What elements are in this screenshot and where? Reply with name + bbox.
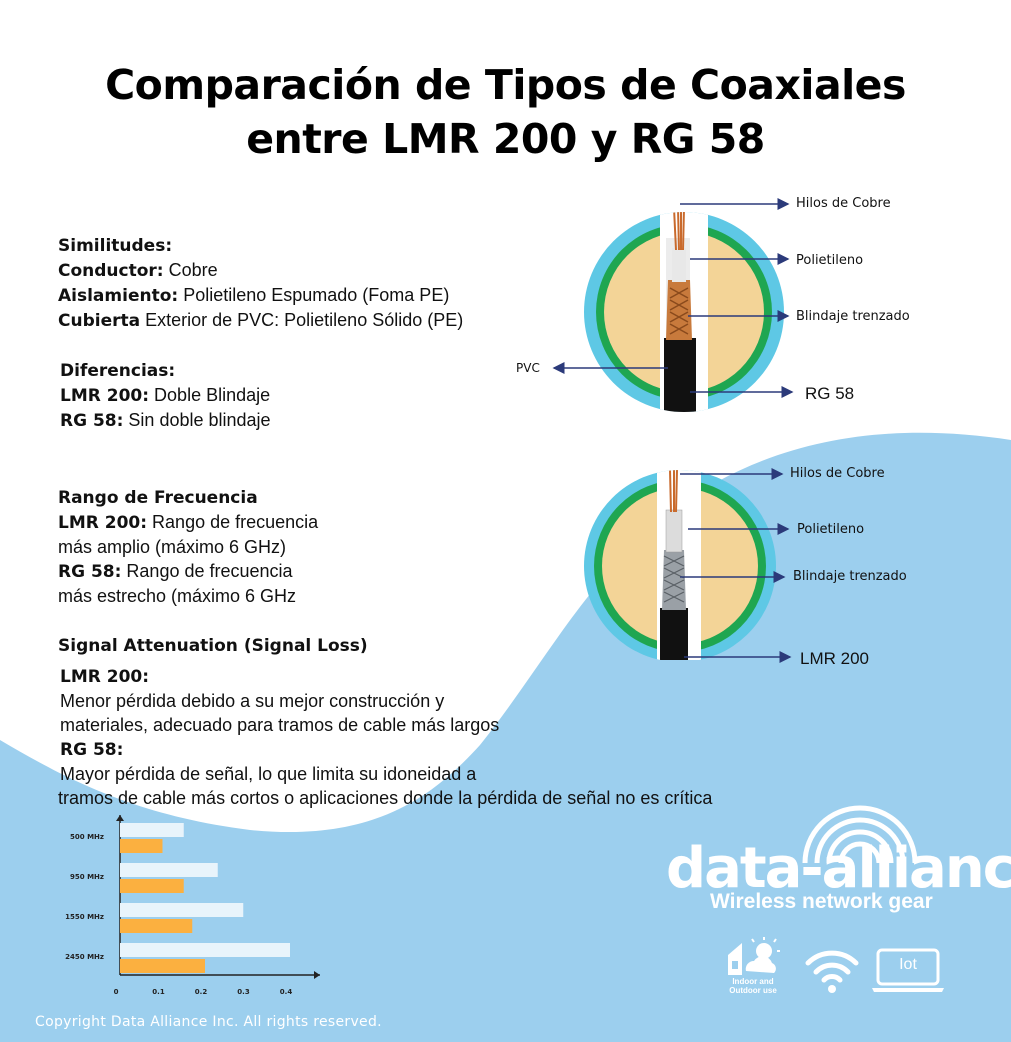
diferencias-section: Diferencias: LMR 200: Doble Blindaje RG … (60, 358, 271, 433)
x-axis-arrow-icon (314, 971, 320, 979)
brand-tagline: Wireless network gear (710, 890, 933, 913)
diferencias-lmr-label: LMR 200: (60, 386, 150, 406)
frecuencia-section: Rango de Frecuencia LMR 200: Rango de fr… (58, 485, 318, 608)
conductor-label: Conductor: (58, 261, 164, 281)
lmr200-hilos-label: Hilos de Cobre (790, 466, 885, 481)
diferencias-rg-label: RG 58: (60, 411, 124, 431)
wifi-signal-logo-icon (802, 805, 918, 864)
rg58-blindaje-label: Blindaje trenzado (796, 309, 910, 324)
aislamiento-label: Aislamiento: (58, 286, 179, 306)
rg58-hilos-label: Hilos de Cobre (796, 196, 891, 211)
frecuencia-rg-value-2: más estrecho (máximo 6 GHz (58, 586, 297, 606)
diferencias-heading: Diferencias: (60, 361, 176, 381)
bar-light (120, 903, 244, 917)
brand-name: data-alliance (666, 836, 1011, 901)
rg58-arrows (552, 198, 794, 398)
aislamiento-value: Polietileno Espumado (Foma PE) (178, 285, 450, 305)
x-tick-label: 0.2 (195, 988, 208, 996)
attenuation-rg-line1: Mayor pérdida de señal, lo que limita su… (60, 764, 477, 784)
y-axis-arrow-icon (116, 815, 124, 821)
bar-orange (120, 919, 193, 933)
indoor-outdoor-label: Indoor and Outdoor use (729, 977, 777, 995)
diferencias-rg-value: Sin doble blindaje (123, 410, 271, 430)
lmr200-name-label: LMR 200 (800, 649, 869, 668)
category-label: 2450 MHz (65, 953, 104, 961)
bar-light (120, 863, 218, 877)
lmr200-arrows (680, 468, 792, 663)
similitudes-heading: Similitudes: (58, 236, 173, 256)
frecuencia-lmr-value: Rango de frecuencia (147, 512, 319, 532)
diferencias-lmr-value: Doble Blindaje (149, 385, 271, 405)
rg58-polietileno-label: Polietileno (796, 253, 864, 268)
copyright-text: Copyright Data Alliance Inc. All rights … (35, 1014, 382, 1030)
iot-laptop-icon (872, 948, 944, 992)
bar-light (120, 943, 290, 957)
cubierta-value: Exterior de PVC: Polietileno Sólido (PE) (140, 310, 464, 330)
attenuation-rg-line2: tramos de cable más cortos o aplicacione… (58, 788, 713, 808)
frecuencia-rg-label: RG 58: (58, 562, 122, 582)
attenuation-rg-label: RG 58: (60, 740, 124, 760)
attenuation-lmr-label: LMR 200: (60, 667, 150, 687)
frecuencia-rg-value: Rango de frecuencia (121, 561, 293, 581)
attenuation-bar-chart: 500 MHz 950 MHz 1550 MHz 2450 MHz 0 0.1 0.2 0.3… (65, 815, 320, 996)
iot-label: Iot (899, 956, 917, 973)
bar-orange (120, 839, 163, 853)
rg58-pvc-label: PVC (516, 361, 540, 375)
lmr200-polietileno-label: Polietileno (797, 522, 865, 537)
attenuation-lmr-line1: Menor pérdida debido a su mejor construc… (60, 691, 445, 711)
rg58-cable-diagram (584, 212, 784, 412)
lmr200-blindaje-label: Blindaje trenzado (793, 569, 907, 584)
category-label: 500 MHz (70, 833, 104, 841)
bar-orange (120, 959, 205, 973)
frecuencia-heading: Rango de Frecuencia (58, 488, 258, 508)
attenuation-lmr-line2: materiales, adecuado para tramos de cabl… (60, 715, 500, 735)
indoor-outdoor-icon (728, 937, 780, 975)
attenuation-heading: Signal Attenuation (Signal Loss) (58, 636, 368, 656)
rg58-name-label: RG 58 (805, 384, 855, 403)
category-label: 950 MHz (70, 873, 104, 881)
attenuation-section: Signal Attenuation (Signal Loss) LMR 200… (58, 633, 712, 810)
x-tick-label: 0.1 (152, 988, 165, 996)
x-tick-label: 0.4 (280, 988, 293, 996)
bar-light (120, 823, 184, 837)
conductor-value: Cobre (163, 260, 218, 280)
frecuencia-lmr-label: LMR 200: (58, 513, 148, 533)
page-title: Comparación de Tipos de Coaxiales entre … (105, 61, 906, 163)
frecuencia-lmr-value-2: más amplio (máximo 6 GHz) (58, 537, 287, 557)
bar-orange (120, 879, 184, 893)
x-tick-label: 0.3 (237, 988, 250, 996)
wifi-icon (805, 950, 859, 993)
lmr200-cable-diagram (584, 470, 776, 660)
x-tick-label: 0 (114, 988, 119, 996)
category-label: 1550 MHz (65, 913, 104, 921)
similitudes-section: Similitudes: Conductor: Cobre Aislamient… (58, 233, 463, 333)
cubierta-label: Cubierta (58, 311, 141, 331)
